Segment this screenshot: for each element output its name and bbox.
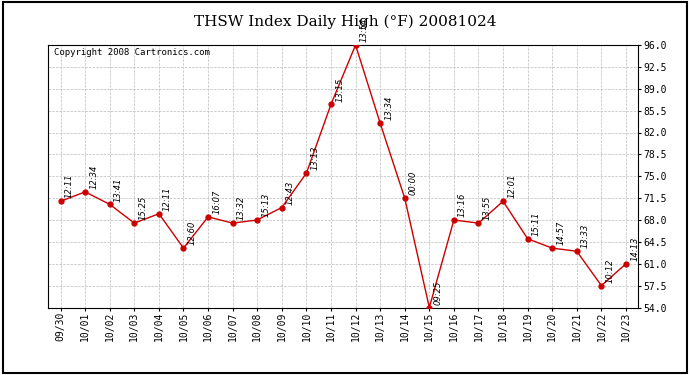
Text: 12:11: 12:11 <box>65 174 74 198</box>
Text: 12:60: 12:60 <box>188 221 197 245</box>
Text: 15:11: 15:11 <box>532 211 541 236</box>
Text: 14:57: 14:57 <box>556 221 565 245</box>
Text: 10:12: 10:12 <box>606 258 615 283</box>
Text: Copyright 2008 Cartronics.com: Copyright 2008 Cartronics.com <box>55 48 210 57</box>
Text: 13:13: 13:13 <box>310 146 319 170</box>
Text: 12:11: 12:11 <box>163 187 172 211</box>
Text: 15:13: 15:13 <box>262 193 270 217</box>
Text: 13:15: 13:15 <box>335 77 344 102</box>
Text: 13:33: 13:33 <box>581 224 590 249</box>
Text: 13:34: 13:34 <box>384 96 393 120</box>
Text: 13:16: 13:16 <box>458 193 467 217</box>
Text: 12:01: 12:01 <box>507 174 516 198</box>
Text: 00:00: 00:00 <box>409 171 418 195</box>
Text: 13:32: 13:32 <box>237 196 246 220</box>
Text: 13:41: 13:41 <box>114 177 123 202</box>
Text: 13:55: 13:55 <box>482 196 492 220</box>
Text: 14:13: 14:13 <box>630 237 639 261</box>
Text: 13:54: 13:54 <box>359 18 368 42</box>
Text: THSW Index Daily High (°F) 20081024: THSW Index Daily High (°F) 20081024 <box>194 15 496 29</box>
Text: 12:34: 12:34 <box>89 165 99 189</box>
Text: 15:25: 15:25 <box>139 196 148 220</box>
Text: 16:07: 16:07 <box>213 190 221 214</box>
Text: 09:25: 09:25 <box>433 280 442 305</box>
Text: 12:43: 12:43 <box>286 180 295 205</box>
